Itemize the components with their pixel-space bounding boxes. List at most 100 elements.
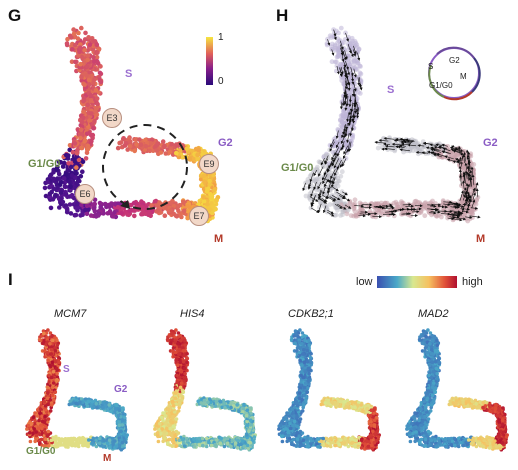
cell-point [391, 200, 397, 206]
cell-point [49, 352, 54, 356]
cell-point [66, 161, 71, 166]
cell-point [67, 147, 72, 153]
cell-point [150, 208, 156, 214]
cell-point [338, 127, 344, 133]
cell-point [89, 138, 94, 144]
cell-point [86, 399, 91, 404]
cell-point [201, 173, 207, 179]
cell-point [168, 208, 173, 213]
cell-point [79, 25, 84, 31]
cell-point [146, 210, 152, 216]
cell-point [42, 331, 46, 336]
cell-point [90, 399, 95, 404]
cell-point [33, 439, 37, 444]
cell-point [57, 205, 62, 210]
cell-point [72, 436, 77, 441]
cell-point [79, 119, 85, 125]
cell-point [63, 437, 68, 441]
cell-point [71, 31, 77, 37]
cell-point [375, 145, 381, 151]
cell-point [105, 441, 110, 446]
cell-point [88, 93, 94, 98]
cell-point [147, 148, 152, 154]
cell-point [369, 201, 375, 207]
cell-point [176, 203, 181, 209]
cell-point [149, 203, 154, 208]
cell-point [28, 439, 33, 444]
cell-point [97, 441, 102, 446]
cell-point [59, 196, 64, 201]
cell-point [33, 418, 37, 423]
cell-point [110, 214, 116, 219]
cell-point [88, 98, 94, 103]
panel-letter-i: I [8, 270, 13, 289]
cell-point [34, 430, 38, 434]
cell-point [69, 173, 75, 178]
cell-point [72, 141, 78, 146]
cell-point [157, 200, 162, 205]
cell-point [113, 406, 118, 411]
cell-point [33, 411, 37, 415]
cell-point [98, 436, 102, 441]
cell-point [208, 191, 213, 197]
cell-point [26, 423, 31, 428]
cell-point [55, 185, 60, 190]
cell-point [84, 150, 90, 156]
cell-point [73, 212, 79, 218]
cell-point [117, 443, 122, 448]
cell-point [107, 403, 111, 407]
cell-point [86, 207, 91, 212]
cell-point [42, 399, 46, 404]
cell-point [85, 57, 90, 63]
cell-point [56, 171, 62, 177]
cell-point [97, 77, 103, 83]
cell-point [122, 143, 128, 148]
cell-point [74, 181, 79, 186]
cell-point [204, 189, 210, 194]
cell-point [78, 131, 84, 137]
cell-point [118, 140, 124, 145]
cell-point [54, 366, 59, 371]
cell-point [53, 360, 58, 364]
cell-point [116, 413, 121, 418]
cell-point [196, 147, 202, 153]
cell-point [462, 211, 468, 217]
cell-point [53, 390, 57, 395]
cell-point [140, 205, 146, 210]
cell-point [174, 150, 179, 156]
cell-point [195, 156, 200, 162]
cell-point [93, 212, 99, 218]
cell-point [357, 200, 363, 206]
cell-point [181, 208, 187, 213]
cell-point [69, 443, 74, 447]
cell-point [433, 213, 439, 219]
cell-point [46, 417, 51, 421]
cell-point [102, 438, 106, 443]
cell-point [78, 45, 83, 50]
cell-point [422, 213, 428, 219]
cell-point [43, 430, 47, 435]
cell-point [43, 414, 47, 419]
cell-point [46, 391, 50, 395]
cell-point [55, 338, 59, 343]
cell-point [76, 53, 81, 58]
cell-point [80, 212, 85, 217]
cell-point [94, 444, 99, 449]
cell-point [94, 42, 100, 48]
cell-point [91, 126, 96, 131]
cell-point [212, 187, 218, 192]
panel-letter-h: H [276, 6, 289, 25]
gene-panel [153, 328, 257, 452]
cell-point [417, 200, 422, 206]
cell-point [120, 418, 125, 423]
cell-point [84, 73, 89, 78]
cell-point [92, 109, 98, 114]
cell-point [207, 182, 212, 187]
cell-point [353, 212, 359, 218]
cell-point [350, 202, 356, 208]
cell-point [185, 215, 190, 221]
cell-point [333, 212, 339, 218]
cell-point [48, 342, 52, 346]
cell-point [67, 143, 73, 148]
cell-point [211, 176, 217, 181]
